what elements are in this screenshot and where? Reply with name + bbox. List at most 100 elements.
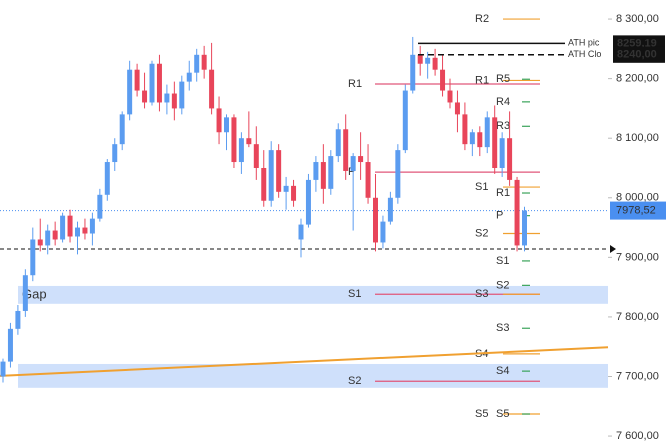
candle-body: [313, 162, 319, 180]
candle-body: [320, 162, 326, 189]
candle-body: [67, 215, 73, 237]
marker-arrow: [610, 245, 616, 254]
candle-body: [417, 54, 423, 64]
candle-body: [492, 117, 498, 168]
candle-body: [0, 361, 6, 377]
candle-body: [298, 224, 304, 240]
candle-body: [454, 102, 460, 115]
price-tag-label: 8240,00: [617, 49, 657, 61]
pivot-label: S1: [348, 288, 361, 300]
pivot-label: S2: [496, 279, 509, 291]
candle-body: [380, 221, 386, 243]
candle-body: [45, 230, 51, 246]
candle-body: [335, 129, 341, 157]
candle-body: [261, 167, 267, 201]
candle-body: [447, 90, 453, 103]
candle-body: [365, 162, 371, 198]
candle-body: [469, 132, 475, 145]
candle-body: [37, 239, 43, 246]
candle-body: [268, 150, 274, 201]
gap-zone: [18, 363, 608, 388]
candle-body: [514, 179, 520, 246]
candle-body: [194, 54, 200, 73]
candle-body: [477, 132, 483, 148]
y-tick-label: 7 600,00: [616, 430, 659, 442]
candle-body: [499, 138, 505, 168]
candle-body: [425, 57, 431, 64]
candle-body: [127, 69, 133, 115]
candle-body: [373, 197, 378, 243]
price-tag: [613, 46, 665, 63]
candle-body: [201, 54, 207, 70]
candle-body: [171, 93, 177, 109]
candle-body: [350, 156, 356, 171]
gap-zone: [18, 285, 608, 304]
pivot-label: P: [496, 210, 503, 222]
pivot-label: S3: [475, 288, 488, 300]
y-tick-label: 8 200,00: [616, 73, 659, 85]
candle-body: [149, 63, 155, 103]
candle-body: [104, 162, 110, 195]
candle-body: [164, 93, 170, 103]
candle-body: [224, 117, 229, 133]
candle-body: [387, 197, 393, 222]
candle-body: [246, 138, 252, 145]
candle-body: [484, 117, 490, 148]
candle-body: [15, 310, 21, 329]
candle-body: [522, 210, 527, 246]
pivot-label: R5: [496, 73, 510, 85]
candle-body: [112, 144, 118, 163]
candle-body: [432, 57, 438, 70]
candle-body: [52, 230, 58, 240]
candle-body: [440, 69, 446, 91]
candle-body: [97, 194, 103, 219]
candle-body: [142, 90, 148, 103]
candle-body: [410, 54, 416, 91]
candle-body: [209, 69, 215, 109]
candle-body: [134, 69, 140, 91]
ath-label: ATH pic: [568, 38, 600, 48]
pivot-label: S4: [496, 365, 509, 377]
candle-body: [238, 138, 244, 163]
pivot-label: S2: [475, 227, 488, 239]
candle-body: [179, 81, 185, 109]
y-tick-label: 7 800,00: [616, 311, 659, 323]
candle-body: [253, 144, 259, 168]
pivot-label: S5: [496, 408, 509, 420]
candle-body: [186, 72, 192, 82]
trend-line: [0, 346, 609, 377]
candle-body: [75, 227, 80, 237]
pivot-label: P: [348, 166, 355, 178]
candle-body: [82, 227, 88, 234]
candle-body: [395, 150, 401, 198]
candle-body: [358, 156, 364, 163]
y-tick-label: 8 300,00: [616, 13, 659, 25]
pivot-label: S1: [475, 181, 488, 193]
candle-body: [231, 117, 237, 163]
pivot-label: R1: [496, 187, 510, 199]
candle-body: [507, 138, 513, 180]
ath-label: ATH Clo: [568, 49, 601, 59]
candle-body: [30, 239, 36, 276]
candle-body: [156, 63, 162, 103]
pivot-label: R3: [496, 120, 510, 132]
pivot-label: R1: [348, 78, 362, 90]
y-tick-label: 7 700,00: [616, 370, 659, 382]
candle-body: [60, 215, 66, 240]
price-tag: [610, 201, 666, 220]
pivot-label: S5: [475, 408, 488, 420]
candle-body: [283, 185, 289, 192]
pivot-label: S3: [496, 322, 509, 334]
candle-body: [328, 156, 334, 189]
candle-body: [216, 108, 222, 133]
pivot-label: S1: [496, 255, 509, 267]
pivot-label: R2: [475, 13, 489, 25]
candle-body: [119, 114, 125, 145]
pivot-label: R4: [496, 96, 510, 108]
y-tick-label: 8 000,00: [616, 192, 659, 204]
candle-body: [343, 129, 349, 171]
price-tag-label: 8259,19: [617, 37, 657, 49]
candle-body: [305, 179, 311, 225]
candle-body: [462, 114, 468, 145]
